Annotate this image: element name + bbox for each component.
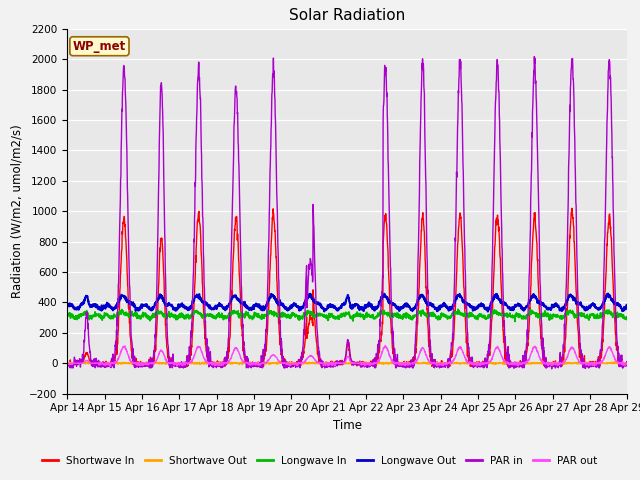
- Legend: Shortwave In, Shortwave Out, Longwave In, Longwave Out, PAR in, PAR out: Shortwave In, Shortwave Out, Longwave In…: [38, 452, 602, 470]
- Shortwave In: [568, 205, 576, 211]
- Line: Longwave In: Longwave In: [67, 309, 627, 322]
- Shortwave Out: [220, 360, 227, 366]
- PAR in: [548, 366, 556, 372]
- Shortwave Out: [376, 360, 383, 366]
- PAR in: [590, 364, 598, 370]
- Shortwave In: [623, 360, 631, 366]
- PAR out: [590, 361, 598, 367]
- Longwave Out: [574, 300, 582, 306]
- Shortwave In: [574, 329, 582, 335]
- PAR out: [63, 360, 71, 366]
- Longwave In: [590, 311, 598, 317]
- Shortwave Out: [364, 361, 371, 367]
- Longwave In: [376, 312, 383, 317]
- Shortwave Out: [510, 360, 518, 366]
- Longwave In: [574, 311, 582, 316]
- PAR in: [220, 362, 227, 368]
- PAR out: [574, 357, 582, 363]
- X-axis label: Time: Time: [333, 419, 362, 432]
- Longwave Out: [220, 306, 227, 312]
- PAR in: [574, 300, 582, 306]
- Shortwave In: [590, 359, 598, 365]
- Shortwave In: [63, 364, 71, 370]
- PAR in: [531, 54, 538, 60]
- PAR in: [376, 339, 383, 345]
- Title: Solar Radiation: Solar Radiation: [289, 9, 405, 24]
- Shortwave In: [364, 362, 371, 368]
- PAR out: [376, 356, 383, 362]
- PAR out: [107, 363, 115, 369]
- PAR in: [510, 365, 518, 371]
- Longwave Out: [63, 303, 71, 309]
- Longwave In: [511, 319, 519, 324]
- Longwave In: [623, 315, 631, 321]
- Longwave In: [220, 317, 227, 323]
- Shortwave Out: [623, 361, 631, 367]
- Text: WP_met: WP_met: [73, 40, 126, 53]
- Y-axis label: Radiation (W/m2, umol/m2/s): Radiation (W/m2, umol/m2/s): [10, 124, 24, 298]
- PAR out: [623, 360, 631, 366]
- Longwave Out: [376, 300, 383, 305]
- Shortwave Out: [592, 362, 600, 368]
- Shortwave In: [376, 340, 383, 346]
- Longwave In: [63, 312, 71, 317]
- Longwave Out: [604, 291, 612, 297]
- Line: PAR out: PAR out: [67, 346, 627, 366]
- Longwave In: [510, 314, 518, 320]
- PAR in: [364, 361, 371, 367]
- Longwave Out: [510, 304, 518, 310]
- PAR out: [511, 361, 518, 367]
- PAR out: [220, 360, 227, 366]
- Shortwave In: [68, 364, 76, 370]
- Shortwave In: [220, 361, 227, 367]
- Line: Shortwave In: Shortwave In: [67, 208, 627, 367]
- Shortwave Out: [611, 359, 618, 364]
- PAR in: [63, 365, 71, 371]
- Line: Longwave Out: Longwave Out: [67, 294, 627, 312]
- Shortwave Out: [63, 360, 71, 366]
- PAR in: [623, 362, 631, 368]
- Shortwave Out: [589, 360, 597, 366]
- Longwave Out: [623, 304, 631, 310]
- Longwave Out: [484, 309, 492, 314]
- Shortwave Out: [574, 361, 582, 367]
- Longwave Out: [589, 302, 597, 308]
- PAR out: [364, 360, 371, 366]
- Line: PAR in: PAR in: [67, 57, 627, 369]
- Longwave Out: [364, 302, 371, 308]
- Longwave In: [454, 306, 462, 312]
- PAR out: [381, 343, 389, 348]
- Line: Shortwave Out: Shortwave Out: [67, 361, 627, 365]
- Shortwave In: [510, 362, 518, 368]
- Longwave In: [364, 311, 371, 317]
